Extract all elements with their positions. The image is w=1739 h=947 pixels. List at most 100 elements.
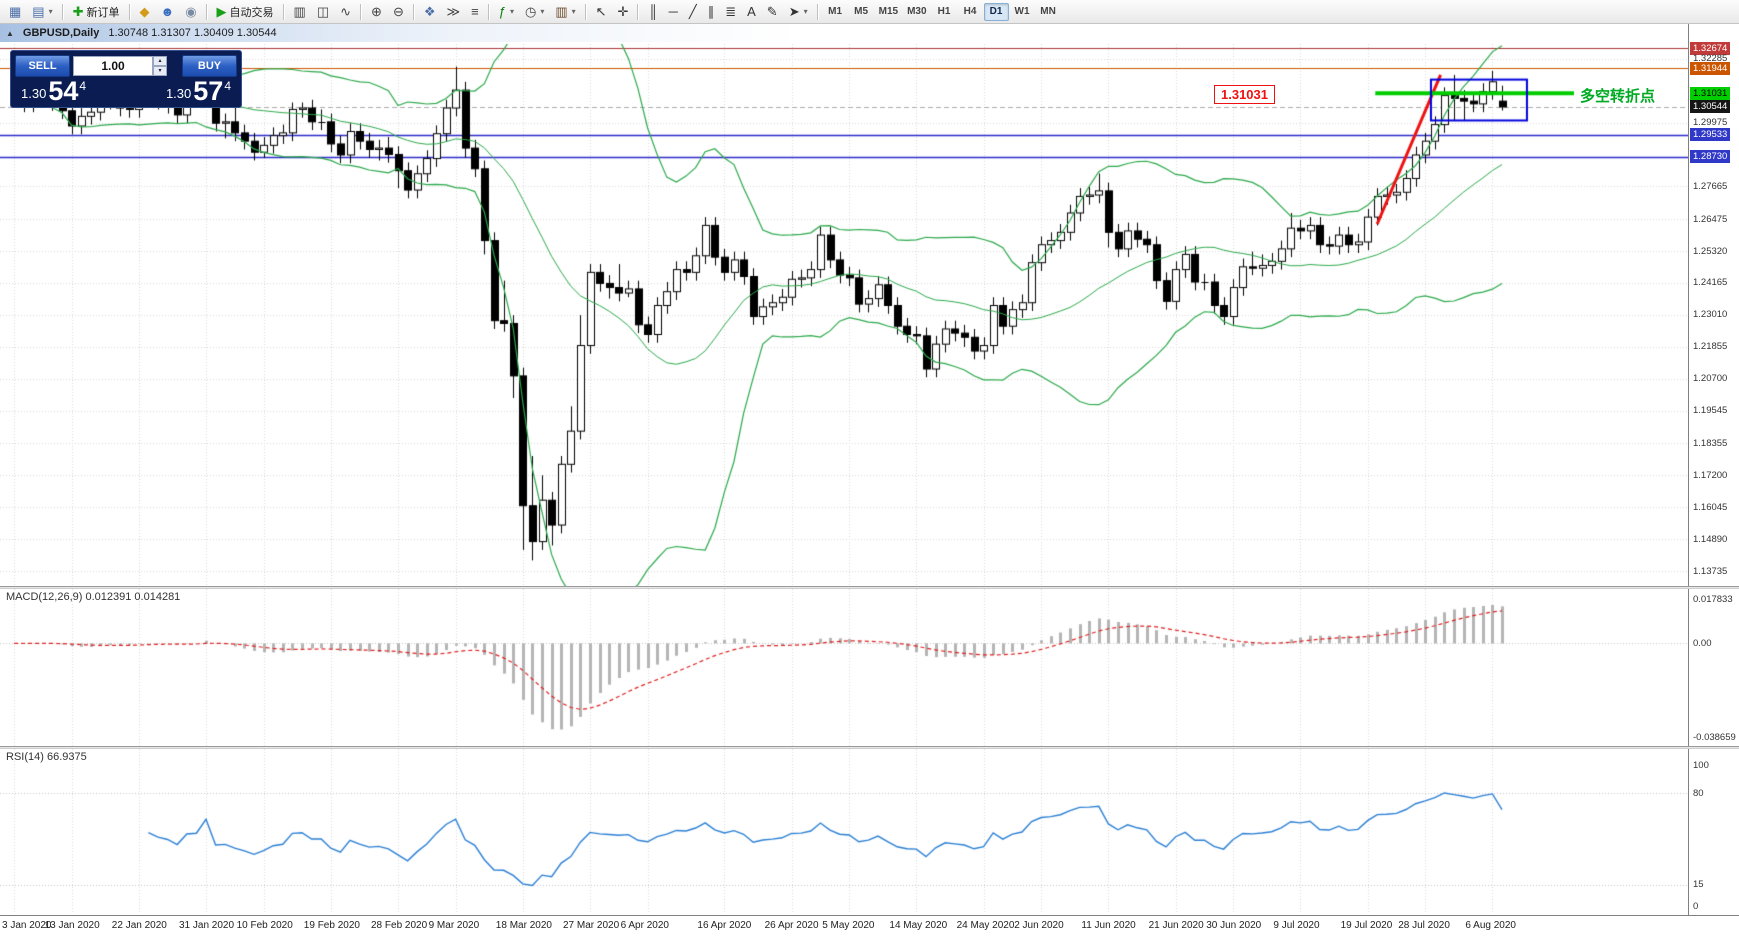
timeframe-H1[interactable]: H1 <box>932 3 957 21</box>
price-scale-label: 1.32674 <box>1690 42 1731 55</box>
timeframe-MN[interactable]: MN <box>1036 3 1061 21</box>
price-scale-label: 1.29533 <box>1690 128 1731 141</box>
arrows-icon[interactable]: ➤ ▾ <box>784 2 813 22</box>
date-label: 26 Apr 2020 <box>764 920 819 931</box>
periods-icon-caret[interactable]: ▾ <box>540 7 545 16</box>
chart-shift-icon[interactable]: ≡ <box>466 2 484 22</box>
auto-scroll-icon[interactable]: ≫ <box>442 2 466 22</box>
sell-price-point: 4 <box>79 78 87 93</box>
price-scale-label: 1.24165 <box>1693 277 1728 288</box>
tile-windows-icon[interactable]: ❖ <box>419 2 441 22</box>
price-scale-label: 1.25320 <box>1693 246 1728 257</box>
cursor-icon[interactable]: ↖ <box>591 2 612 22</box>
community-icon[interactable]: ☻ <box>156 2 180 22</box>
date-label: 16 Apr 2020 <box>697 920 752 931</box>
timeframe-M1[interactable]: M1 <box>823 3 848 21</box>
date-label: 2 Jun 2020 <box>1014 920 1064 931</box>
one-click-trading-panel: SELL ▴ ▾ BUY 1.30 54 4 1.30 57 4 <box>10 50 242 108</box>
trendline-icon[interactable]: ╱ <box>684 2 702 22</box>
autotrading-button-glyph: ▶ <box>216 4 227 19</box>
fibonacci-icon[interactable]: ≣ <box>720 2 741 22</box>
label-icon-glyph: ✎ <box>766 4 778 19</box>
arrows-icon-caret[interactable]: ▾ <box>803 7 808 16</box>
zoom-in-icon[interactable]: ⊕ <box>366 2 387 22</box>
volume-up-button[interactable]: ▴ <box>153 56 167 66</box>
price-scale-label: 1.16045 <box>1693 502 1728 513</box>
vertical-line-icon[interactable]: ║ <box>643 2 662 22</box>
zoom-in-icon-glyph: ⊕ <box>371 4 382 19</box>
sell-price-pips: 54 <box>48 76 79 106</box>
autotrading-button[interactable]: ▶ 自动交易 <box>212 2 279 22</box>
candlestick-chart-icon[interactable]: ◫ <box>312 2 334 22</box>
time-axis[interactable]: 3 Jan 2020 13 Jan 2020 22 Jan 2020 31 Jan 2… <box>0 915 1739 947</box>
tile-windows-icon-glyph: ❖ <box>423 4 436 19</box>
price-callout-label[interactable]: 1.31031 <box>1214 85 1275 104</box>
pane-divider[interactable] <box>0 586 1739 589</box>
buy-price-pips: 57 <box>193 76 224 106</box>
profiles-icon-caret[interactable]: ▾ <box>48 7 53 16</box>
toolbar-separator <box>61 3 64 20</box>
timeframe-M5[interactable]: M5 <box>849 3 874 21</box>
volume-control: ▴ ▾ <box>73 56 179 76</box>
date-label: 18 Mar 2020 <box>495 920 552 931</box>
date-label: 31 Jan 2020 <box>179 920 235 931</box>
toolbar-separator <box>637 3 640 20</box>
indicators-icon[interactable]: ƒ ▾ <box>494 2 519 22</box>
rsi-indicator-label: RSI(14) 66.9375 <box>6 751 87 763</box>
text-icon[interactable]: A <box>742 2 761 22</box>
volume-down-button[interactable]: ▾ <box>153 66 167 76</box>
volume-input[interactable] <box>73 56 153 76</box>
zoom-out-icon[interactable]: ⊖ <box>388 2 409 22</box>
timeframe-M15[interactable]: M15 <box>875 3 902 21</box>
date-label: 6 Aug 2020 <box>1465 920 1516 931</box>
metaeditor-icon[interactable]: ◆ <box>135 2 155 22</box>
timeframe-W1[interactable]: W1 <box>1010 3 1035 21</box>
new-chart-icon[interactable]: ▦ <box>4 2 26 22</box>
indicators-icon-caret[interactable]: ▾ <box>509 7 514 16</box>
price-scale[interactable]: 1.32674 1.32285 1.31944 1.31031 1.30544 1.299… <box>1688 24 1739 935</box>
chart-title-bar[interactable]: ▲ GBPUSD,Daily 1.30748 1.31307 1.30409 1… <box>0 24 1739 42</box>
buy-price[interactable]: 1.30 57 4 <box>165 76 231 106</box>
timeframe-H4[interactable]: H4 <box>958 3 983 21</box>
date-label: 13 Jan 2020 <box>44 920 100 931</box>
buy-price-base: 1.30 <box>165 85 192 101</box>
profiles-icon-glyph: ▤ <box>32 4 45 19</box>
periods-icon[interactable]: ◷ ▾ <box>520 2 549 22</box>
sell-price[interactable]: 1.30 54 4 <box>21 76 87 106</box>
price-scale-label: 1.18355 <box>1693 438 1728 449</box>
price-scale-label: 1.32285 <box>1693 53 1728 64</box>
timeframe-D1[interactable]: D1 <box>983 2 1009 21</box>
date-label: 22 Jan 2020 <box>111 920 167 931</box>
date-label: 30 Jun 2020 <box>1206 920 1262 931</box>
candlestick-chart-icon-glyph: ◫ <box>316 4 330 19</box>
buy-button[interactable]: BUY <box>182 55 237 77</box>
line-chart-icon-glyph: ∿ <box>340 4 352 19</box>
toolbar-separator <box>487 3 490 20</box>
line-chart-icon[interactable]: ∿ <box>335 2 356 22</box>
profiles-icon[interactable]: ▤ ▾ <box>27 2 57 22</box>
price-scale-label: 1.21855 <box>1693 341 1728 352</box>
macd-scale-label: 0.017833 <box>1693 594 1733 605</box>
alerts-icon[interactable]: ◉ <box>180 2 201 22</box>
date-label: 28 Jul 2020 <box>1398 920 1450 931</box>
date-label: 19 Jul 2020 <box>1340 920 1393 931</box>
periods-icon-glyph: ◷ <box>524 4 537 19</box>
bar-chart-icon-glyph: ▥ <box>293 4 306 19</box>
templates-icon-caret[interactable]: ▾ <box>571 7 576 16</box>
community-icon-glyph: ☻ <box>160 4 175 19</box>
channel-icon[interactable]: ∥ <box>703 2 720 22</box>
bar-chart-icon[interactable]: ▥ <box>289 2 311 22</box>
label-icon[interactable]: ✎ <box>762 2 783 22</box>
autotrading-button-label: 自动交易 <box>229 6 274 19</box>
horizontal-line-icon[interactable]: ─ <box>664 2 683 22</box>
indicators-icon-glyph: ƒ <box>498 4 506 19</box>
pane-divider[interactable] <box>0 746 1739 749</box>
timeframe-M30[interactable]: M30 <box>903 3 930 21</box>
templates-icon[interactable]: ▥ ▾ <box>550 2 580 22</box>
new-order-button[interactable]: ✚ 新订单 <box>68 2 125 22</box>
crosshair-icon[interactable]: ✛ <box>613 2 634 22</box>
sell-button[interactable]: SELL <box>15 55 70 77</box>
macd-values: 0.012391 0.014281 <box>85 591 181 603</box>
price-scale-label: 1.23010 <box>1693 309 1728 320</box>
